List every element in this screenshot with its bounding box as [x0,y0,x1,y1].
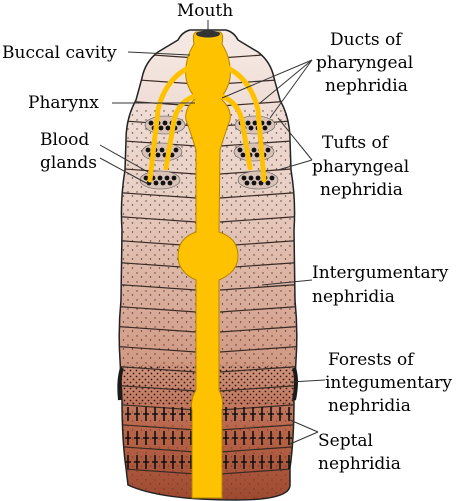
tuft-dot [160,180,166,186]
tuft-dot [262,125,268,131]
tuft-dot [145,147,151,153]
segment-line-left [119,283,197,291]
tuft-dot [240,152,246,158]
segment-line-left [119,215,197,223]
tuft-dot [251,180,257,186]
tuft-dot [162,120,168,126]
segment-line-right [219,365,297,373]
label-septal-2: nephridia [318,454,401,474]
segment-line-right [219,384,297,392]
tuft-dot [165,125,171,131]
tuft-dot [157,175,163,181]
tuft-dot [237,147,243,153]
segment-line-right [219,283,297,291]
label-forests-2: integumentary [325,373,452,393]
tuft-dot [251,147,257,153]
tuft-dot [153,180,159,186]
segment-line-left [119,345,197,353]
label-blood-glands-1: Blood [40,130,89,150]
segment-line-left [119,305,197,313]
label-forests-1: Forests of [328,350,415,370]
segment-line-right [219,325,297,333]
labels: Mouth Buccal cavity Pharynx Blood glands… [2,1,452,474]
tuft-dot [148,120,154,126]
label-tufts-2: pharyngeal [312,157,409,177]
tuft-dot [143,175,149,181]
tuft-dot [159,147,165,153]
label-ducts-3: nephridia [325,76,408,96]
tuft-dot [244,180,250,186]
segment-line-right [219,215,297,223]
segment-line-left [119,384,197,392]
segment-line-right [219,445,297,453]
tuft-dot [173,147,179,153]
label-tufts-1: Tufts of [322,133,390,153]
label-buccal-cavity: Buccal cavity [2,43,117,63]
tuft-dot [248,175,254,181]
tuft-dot [258,180,264,186]
pharyngeal-ducts [147,59,267,183]
label-mouth: Mouth [177,1,233,21]
tuft-dot [167,180,173,186]
mouth-opening [196,30,220,38]
tuft-dot [164,175,170,181]
segment-line-left [119,445,197,453]
tuft-dot [245,120,251,126]
segment-line-left [119,191,197,199]
tuft-dot [171,175,177,181]
segment-line-left [119,325,197,333]
label-ducts-1: Ducts of [330,30,403,50]
label-tufts-3: nephridia [320,180,403,200]
tuft-dot [266,120,272,126]
segment-line-right [219,191,297,199]
segment-line-right [219,345,297,353]
tuft-dot [265,180,271,186]
segment-line-right [219,423,297,431]
label-integumentary-2: nephridia [312,287,395,307]
tuft-dot [254,152,260,158]
label-ducts-2: pharyngeal [316,53,413,73]
tuft-dot [255,175,261,181]
tuft-dot [252,120,258,126]
tuft-dot [241,175,247,181]
label-pharynx: Pharynx [28,93,99,113]
segment-line-left [119,423,197,431]
segment-line-left [119,365,197,373]
label-septal-1: Septal [318,431,373,451]
label-forests-3: nephridia [328,396,411,416]
tuft-dot [158,125,164,131]
tuft-dot [265,147,271,153]
segment-line-right [219,305,297,313]
leader-lines [99,20,326,445]
tuft-dot [248,125,254,131]
label-blood-glands-2: glands [40,153,97,173]
tuft-dot [155,152,161,158]
tuft-dot [176,120,182,126]
label-integumentary-1: Intergumentary [312,263,449,283]
tuft-dot [269,175,275,181]
